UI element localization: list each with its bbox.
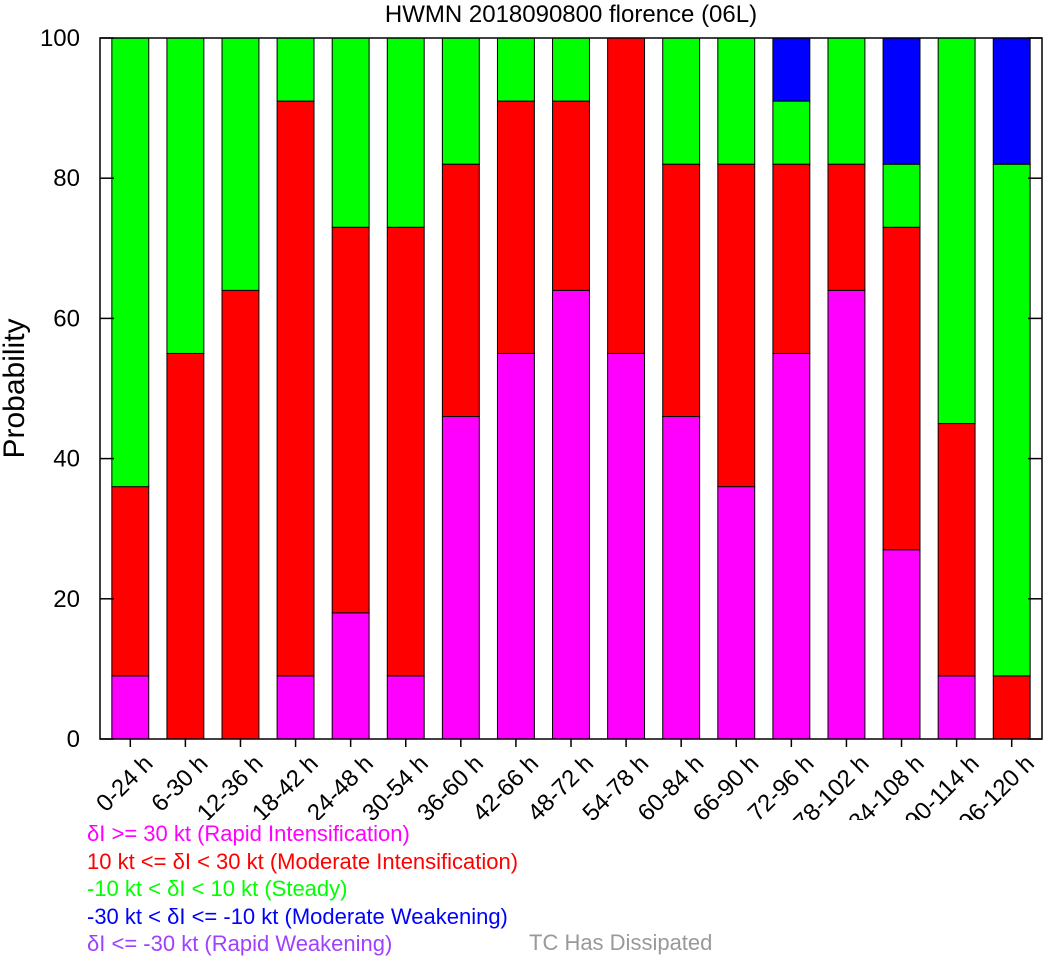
bar-segment bbox=[552, 37, 590, 102]
probability-chart: HWMN 2018090800 florence (06L)0-24 h6-30… bbox=[0, 1, 1043, 820]
bar-segment bbox=[717, 37, 756, 165]
bar-segment bbox=[717, 486, 756, 740]
bar-segment bbox=[772, 37, 811, 102]
bar-segment bbox=[662, 416, 701, 740]
bar-segment bbox=[772, 100, 811, 165]
bar-segment bbox=[441, 163, 480, 418]
bar-segment bbox=[937, 675, 976, 740]
bar-segment bbox=[827, 37, 866, 165]
bar-segment bbox=[992, 675, 1031, 740]
bar-segment bbox=[827, 289, 866, 740]
bar-segment bbox=[331, 226, 370, 614]
plot-frame bbox=[99, 37, 1043, 740]
bar-segment bbox=[166, 352, 205, 740]
bar-segment bbox=[882, 549, 921, 740]
bar-segment bbox=[552, 289, 590, 740]
bar-segment bbox=[221, 37, 260, 291]
legend: δI >= 30 kt (Rapid Intensification) 10 k… bbox=[87, 820, 518, 958]
bar-segment bbox=[111, 675, 150, 740]
bar-segment bbox=[937, 423, 976, 677]
bar-segment bbox=[496, 37, 535, 102]
y-tick-label: 40 bbox=[53, 446, 80, 473]
bar-segment bbox=[772, 163, 811, 354]
bar-segment bbox=[882, 37, 921, 165]
x-tick-label: 0-24 h bbox=[91, 750, 158, 817]
y-axis-label: Probability bbox=[0, 318, 31, 458]
bar-segment bbox=[386, 37, 425, 228]
bar-segment bbox=[772, 352, 811, 740]
legend-entry-rapid-intensification: δI >= 30 kt (Rapid Intensification) bbox=[87, 821, 410, 846]
bar-segment bbox=[441, 416, 480, 740]
legend-entry-moderate-weakening: -30 kt < δI <= -10 kt (Moderate Weakenin… bbox=[87, 903, 508, 929]
y-tick-label: 60 bbox=[53, 305, 80, 332]
y-tick-label: 100 bbox=[40, 25, 80, 52]
bar-segment bbox=[111, 37, 150, 488]
bar-segment bbox=[552, 100, 590, 291]
bar-segment bbox=[386, 226, 425, 677]
bar-segment bbox=[331, 37, 370, 228]
bar-segment bbox=[882, 163, 921, 228]
bar-segment bbox=[276, 675, 315, 740]
bar-segment bbox=[496, 352, 535, 740]
legend-entry-steady: -10 kt < δI < 10 kt (Steady) bbox=[87, 876, 348, 901]
bar-segment bbox=[111, 486, 150, 677]
bar-segment bbox=[992, 37, 1031, 165]
bar-segment bbox=[276, 37, 315, 102]
legend-entry-dissipated: TC Has Dissipated bbox=[529, 930, 713, 955]
bar-segment bbox=[937, 37, 976, 425]
y-tick-label: 80 bbox=[53, 165, 80, 192]
bar-segment bbox=[441, 37, 480, 165]
bar-segment bbox=[717, 163, 756, 488]
bar-segment bbox=[276, 100, 315, 677]
y-tick-label: 20 bbox=[53, 586, 80, 613]
bar-segment bbox=[607, 352, 646, 740]
bar-segment bbox=[662, 163, 701, 418]
bar-segment bbox=[662, 37, 701, 165]
bar-segment bbox=[386, 675, 425, 740]
bar-segment bbox=[827, 163, 866, 291]
legend-entry-rapid-weakening: δI <= -30 kt (Rapid Weakening) bbox=[87, 931, 393, 956]
bar-segment bbox=[992, 163, 1031, 677]
legend-entry-moderate-intensification: 10 kt <= δI < 30 kt (Moderate Intensific… bbox=[87, 848, 519, 874]
bar-segment bbox=[607, 37, 646, 354]
bar-segment bbox=[166, 37, 205, 354]
bar-segment bbox=[496, 100, 535, 354]
bar-segment bbox=[331, 612, 370, 740]
bar-segment bbox=[882, 226, 921, 551]
y-tick-label: 0 bbox=[67, 726, 80, 753]
chart-title: HWMN 2018090800 florence (06L) bbox=[385, 1, 757, 28]
bar-segment bbox=[221, 289, 260, 740]
